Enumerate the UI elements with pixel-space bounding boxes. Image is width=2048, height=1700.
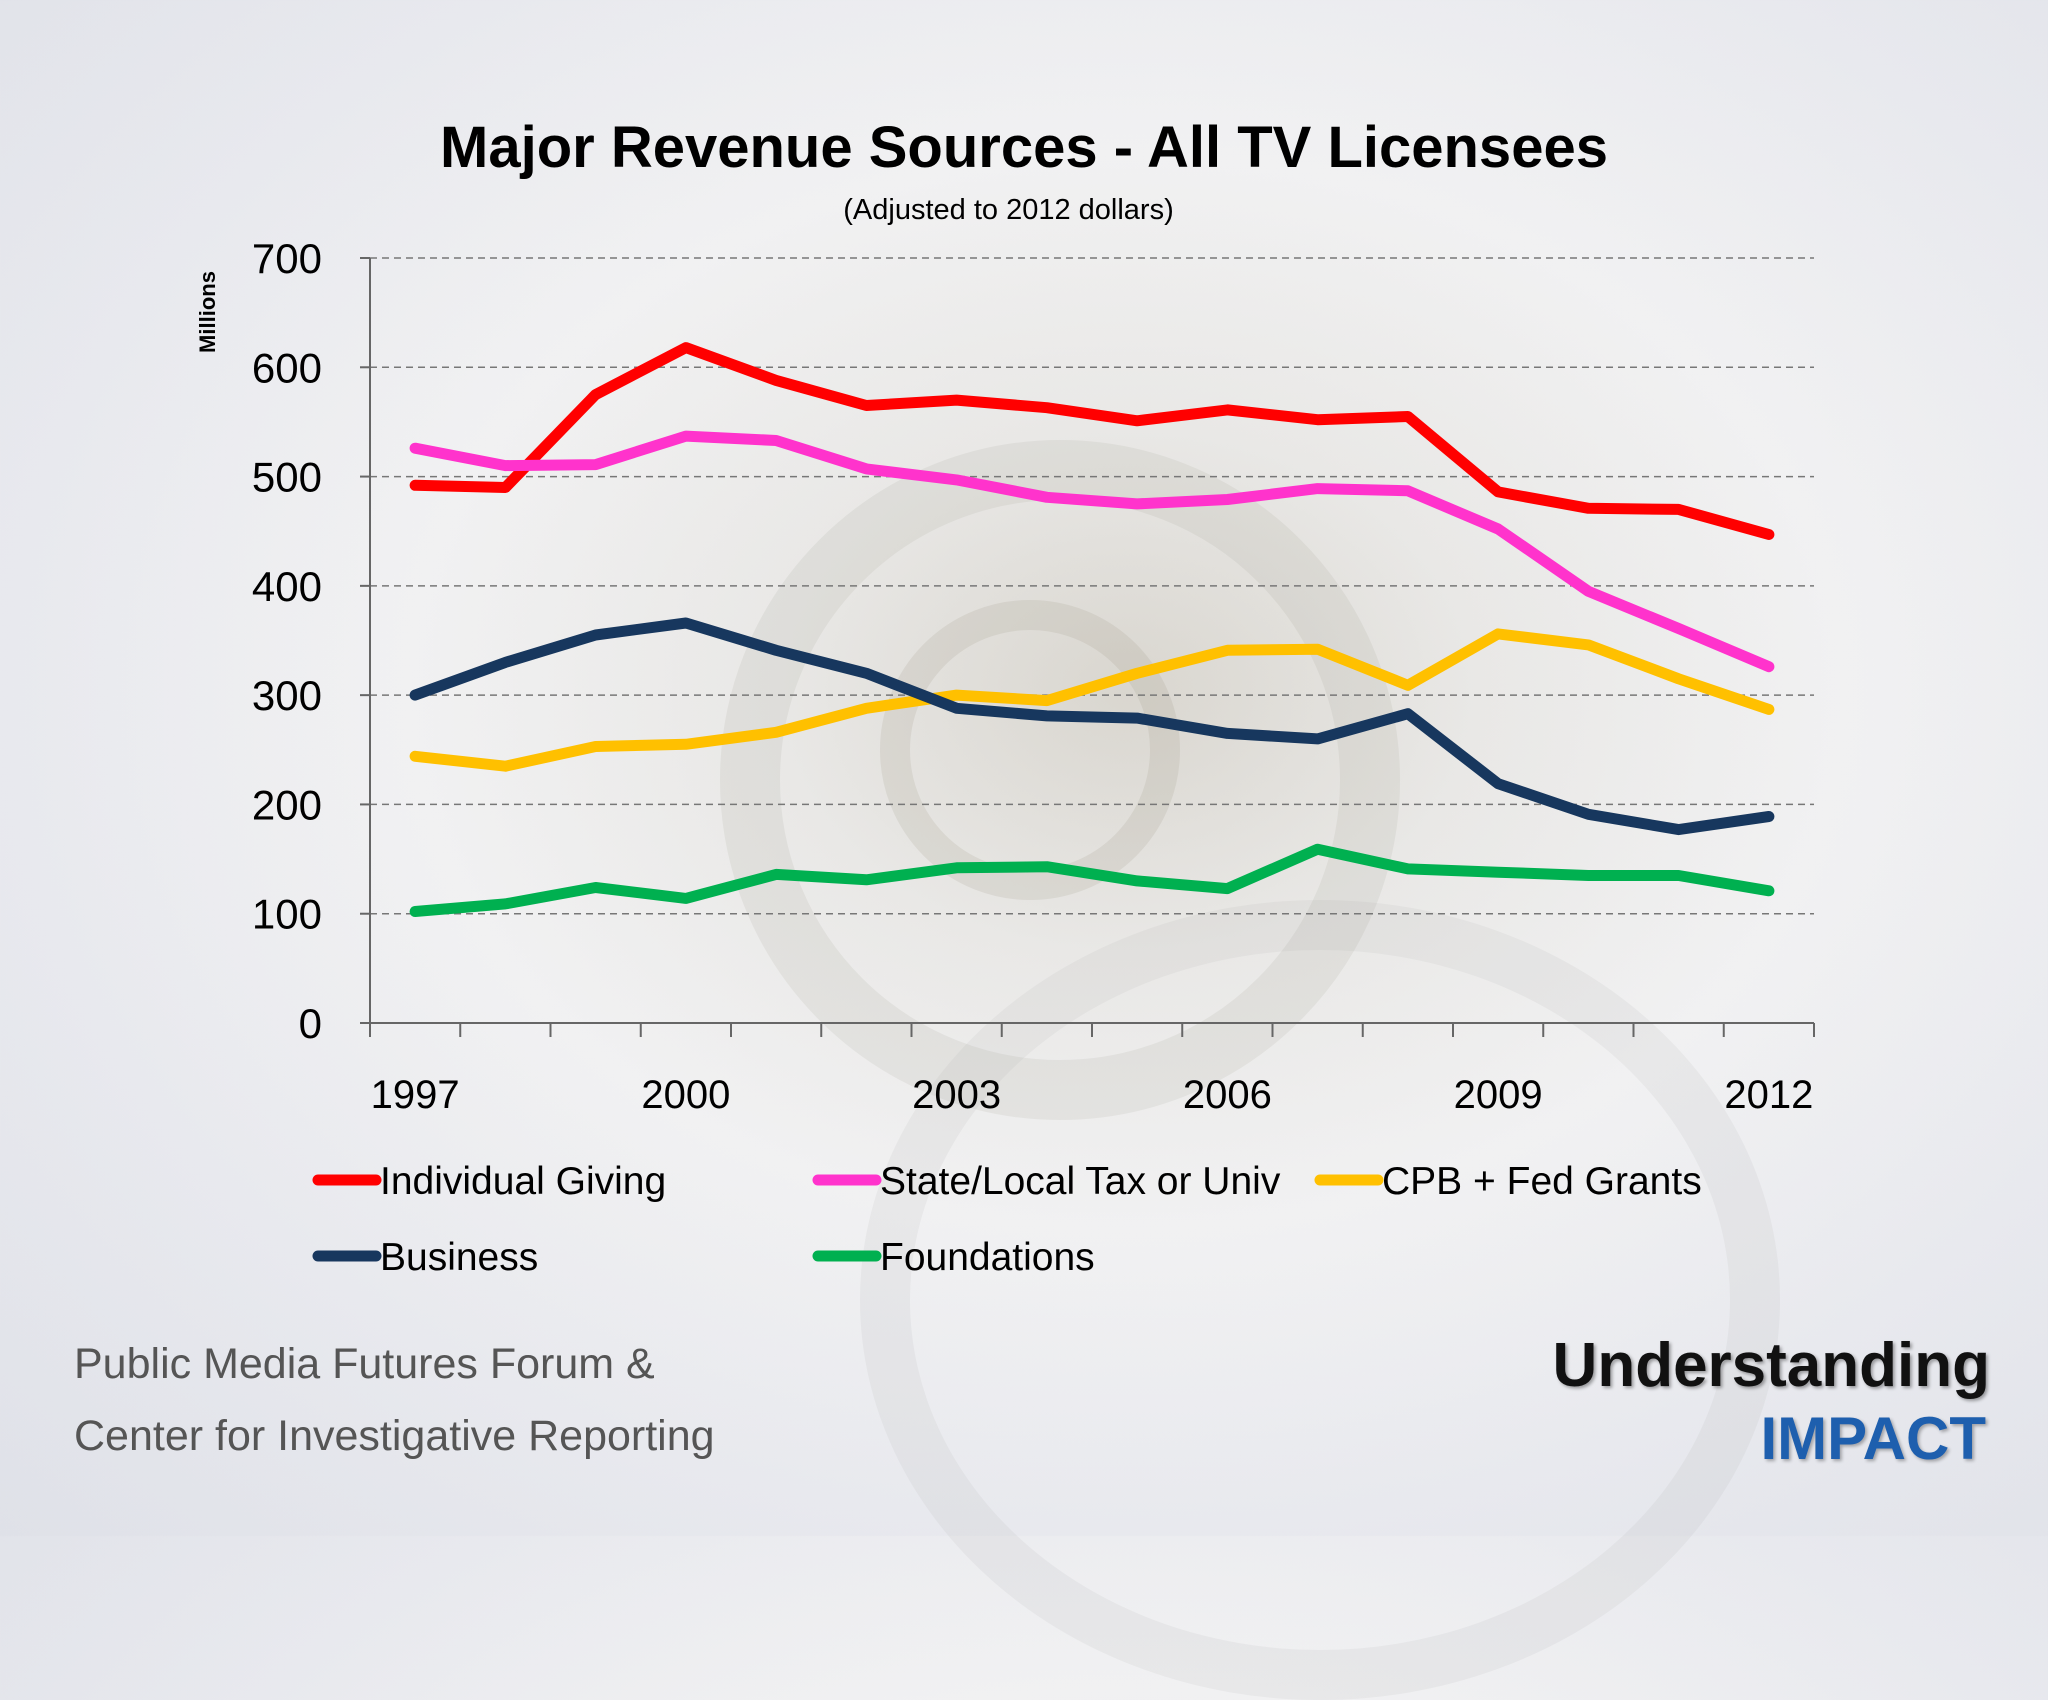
x-tick-label: 2006 [1183,1073,1272,1117]
series-lines [409,342,1775,917]
legend-label-business: Business [380,1236,538,1279]
series-line-individual-giving [409,342,1775,540]
y-tick-label: 0 [299,1000,322,1047]
y-tick-label: 100 [252,891,322,938]
footer-cir-text: Center for Investigative Reporting [74,1412,715,1460]
x-tick-label: 2003 [912,1073,1001,1117]
y-tick-label: 400 [252,563,322,610]
legend-label-foundations: Foundations [880,1236,1095,1279]
y-tick-label: 200 [252,781,322,828]
y-tick-label: 700 [252,235,322,282]
chart-subtitle: (Adjusted to 2012 dollars) [843,194,1174,226]
x-tick-label: 2012 [1724,1073,1813,1117]
y-tick-label: 600 [252,344,322,391]
brand-logo-impact: IMPACT [1760,1405,1986,1472]
y-tick-label: 500 [252,454,322,501]
line-chart: 0 100 200 300 400 500 600 700 1997 2000 2003 2006 20… [195,235,1815,1279]
legend: Individual Giving State/Local Tax or Univ… [312,1160,1702,1279]
x-tick-label: 2000 [641,1073,730,1117]
series-line-foundations [409,843,1775,917]
x-tick-label: 1997 [371,1073,460,1117]
y-tick-label: 300 [252,672,322,719]
footer-forum-text: Public Media Futures Forum & [74,1340,655,1388]
legend-label-individual-giving: Individual Giving [380,1160,666,1203]
x-tick-label: 2009 [1454,1073,1543,1117]
brand-logo-understanding: Understanding [1552,1331,1990,1400]
series-line-business [409,617,1775,836]
axes: 0 100 200 300 400 500 600 700 1997 2000 2003 2006 20… [252,235,1815,1117]
series-line-cpb-fed-grants [409,628,1775,772]
legend-label-cpb-fed-grants: CPB + Fed Grants [1382,1160,1702,1203]
chart-title: Major Revenue Sources - All TV Licensees [440,115,1608,180]
y-axis-label: Millions [195,271,220,353]
series-line-state-local-tax-or-univ [409,430,1775,673]
legend-label-state-local-tax-or-univ: State/Local Tax or Univ [880,1160,1281,1203]
